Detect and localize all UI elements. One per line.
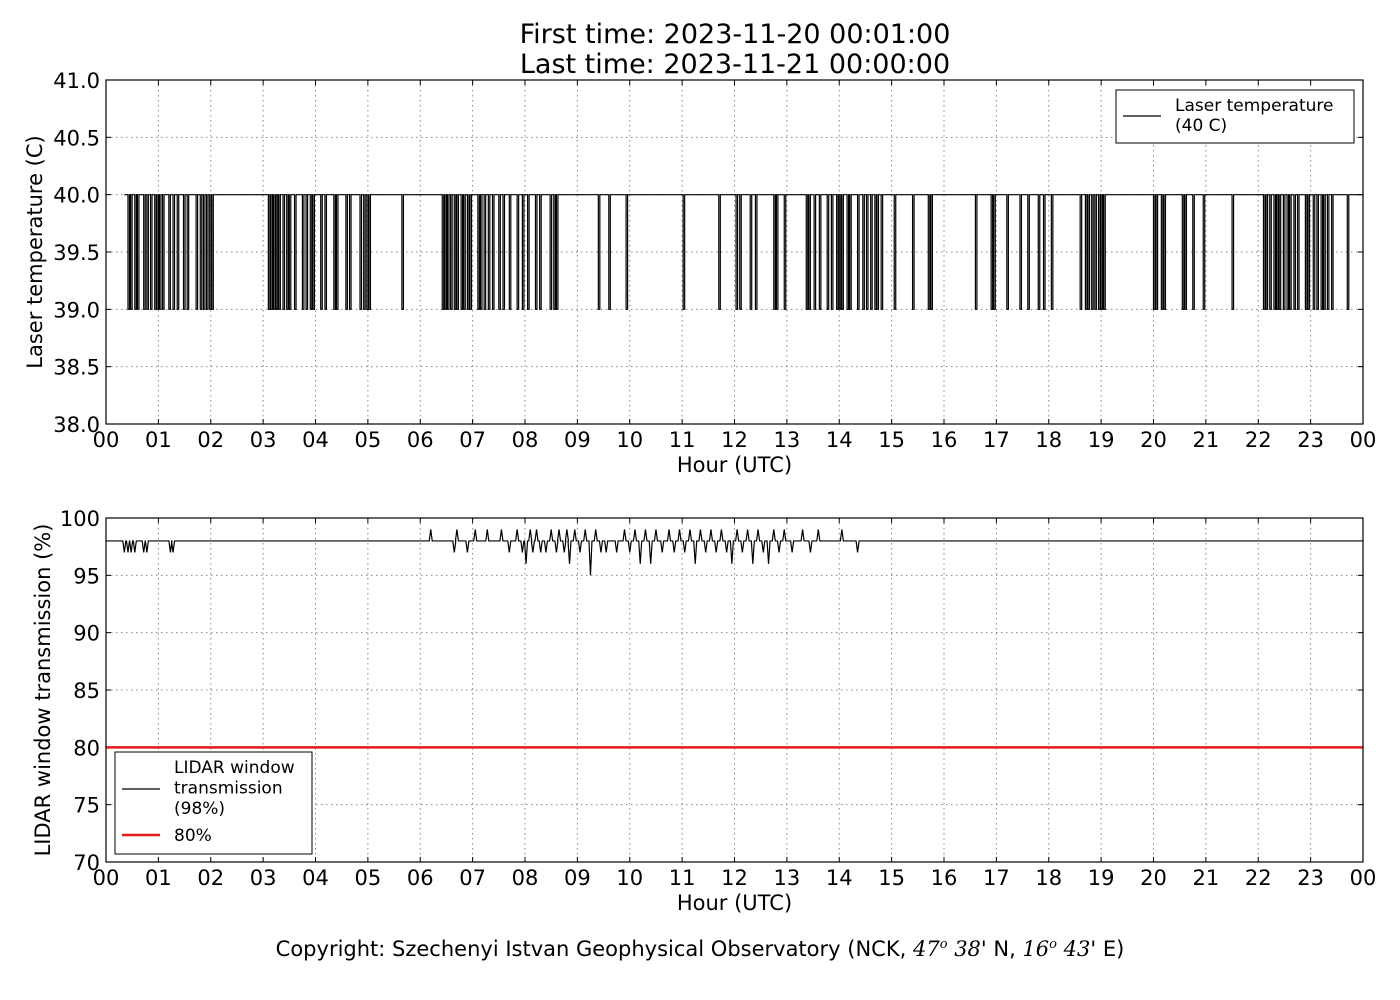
series-line: [106, 529, 1363, 576]
x-tick-label: 15: [878, 428, 905, 452]
legend-box: [114, 751, 313, 855]
y-axis-label: LIDAR window transmission (%): [31, 524, 55, 857]
y-tick-label: 41.0: [53, 69, 100, 93]
x-tick-label: 12: [721, 428, 748, 452]
x-axis-label: Hour (UTC): [677, 891, 792, 915]
x-tick-label: 19: [1088, 428, 1115, 452]
x-tick-label: 16: [931, 866, 958, 890]
legend-label: (98%): [174, 799, 225, 819]
x-tick-label: 14: [826, 866, 853, 890]
y-tick-label: 100: [60, 507, 100, 531]
copyright-lat-min: 38: [947, 937, 981, 961]
plot-frame: [105, 79, 1364, 425]
x-tick-label: 17: [983, 866, 1010, 890]
x-tick-label: 07: [459, 428, 486, 452]
y-tick-label: 40.0: [53, 184, 100, 208]
x-tick-label: 21: [1193, 428, 1220, 452]
legend-label: LIDAR window: [174, 758, 295, 778]
y-tick-label: 90: [73, 622, 100, 646]
x-tick-label: 02: [197, 428, 224, 452]
x-tick-label: 03: [250, 428, 277, 452]
x-tick-label: 20: [1140, 866, 1167, 890]
x-tick-label: 12: [721, 866, 748, 890]
x-tick-label: 07: [459, 866, 486, 890]
legend-label: (40 C): [1175, 116, 1227, 136]
legend-label: 80%: [174, 826, 212, 846]
x-tick-label: 09: [564, 866, 591, 890]
x-tick-label: 04: [302, 866, 329, 890]
copyright-lon-min: 43: [1057, 937, 1091, 961]
y-tick-label: 40.5: [53, 126, 100, 150]
x-tick-label: 11: [669, 866, 696, 890]
x-tick-label: 23: [1297, 428, 1324, 452]
x-tick-label: 00: [93, 428, 120, 452]
x-tick-label: 22: [1245, 866, 1272, 890]
copyright-note: Copyright: Szechenyi Istvan Geophysical …: [0, 937, 1400, 961]
x-tick-label: 01: [145, 866, 172, 890]
x-tick-label: 16: [931, 428, 958, 452]
y-axis-label: Laser temperature (C): [23, 135, 47, 368]
y-tick-label: 70: [73, 851, 100, 875]
y-tick-label: 39.0: [53, 298, 100, 322]
x-tick-label: 00: [1350, 428, 1377, 452]
x-tick-label: 08: [512, 866, 539, 890]
y-tick-label: 85: [73, 679, 100, 703]
x-tick-label: 20: [1140, 428, 1167, 452]
x-tick-label: 14: [826, 428, 853, 452]
copyright-lon-suffix: ' E): [1090, 937, 1125, 961]
x-tick-label: 21: [1193, 866, 1220, 890]
x-tick-label: 05: [355, 428, 382, 452]
y-tick-label: 38.5: [53, 356, 100, 380]
x-tick-label: 23: [1297, 866, 1324, 890]
y-tick-label: 39.5: [53, 241, 100, 265]
x-axis-label: Hour (UTC): [677, 453, 792, 477]
copyright-lat-suffix: ' N,: [980, 937, 1023, 961]
x-tick-label: 02: [197, 866, 224, 890]
x-tick-label: 10: [616, 428, 643, 452]
x-tick-label: 01: [145, 428, 172, 452]
copyright-lon-degree-mark: o: [1049, 937, 1057, 952]
copyright-lon-deg: 16: [1022, 937, 1050, 961]
x-tick-label: 00: [1350, 866, 1377, 890]
lidar-transmission-panel: 00 01 02 03 04 05 06 07 08 09 10 11 12 13 14 15 16 17 18 19…: [31, 507, 1376, 915]
x-tick-label: 17: [983, 428, 1010, 452]
y-tick-label: 38.0: [53, 413, 100, 437]
x-tick-label: 22: [1245, 428, 1272, 452]
laser-temperature-panel: 00 01 02 03 04 05 06 07 08 09 10 11 12 13 14 15 16 17 18 19…: [23, 69, 1376, 477]
x-tick-label: 15: [878, 866, 905, 890]
legend-label: Laser temperature: [1175, 96, 1333, 116]
x-tick-label: 03: [250, 866, 277, 890]
x-tick-label: 19: [1088, 866, 1115, 890]
x-tick-label: 06: [407, 428, 434, 452]
x-tick-label: 00: [93, 866, 120, 890]
x-tick-label: 10: [616, 866, 643, 890]
copyright-lat-deg: 47: [912, 937, 940, 961]
y-tick-label: 80: [73, 736, 100, 760]
plot-frame: [105, 517, 1364, 863]
legend: Laser temperature(40 C): [1115, 89, 1355, 144]
x-tick-label: 06: [407, 866, 434, 890]
x-tick-label: 18: [1035, 428, 1062, 452]
x-tick-label: 08: [512, 428, 539, 452]
x-tick-label: 18: [1035, 866, 1062, 890]
x-tick-label: 11: [669, 428, 696, 452]
legend-label: transmission: [174, 779, 283, 799]
y-tick-label: 75: [73, 794, 100, 818]
y-tick-label: 95: [73, 564, 100, 588]
x-tick-label: 13: [774, 866, 801, 890]
copyright-prefix: Copyright: Szechenyi Istvan Geophysical …: [275, 937, 913, 961]
x-tick-label: 09: [564, 428, 591, 452]
chart-title-line2: Last time: 2023-11-21 00:00:00: [520, 49, 950, 80]
series-line: [124, 194, 1363, 310]
copyright-lat-degree-mark: o: [939, 937, 948, 952]
x-tick-label: 13: [774, 428, 801, 452]
chart-title-line1: First time: 2023-11-20 00:01:00: [520, 19, 951, 50]
x-tick-label: 04: [302, 428, 329, 452]
x-tick-label: 05: [355, 866, 382, 890]
